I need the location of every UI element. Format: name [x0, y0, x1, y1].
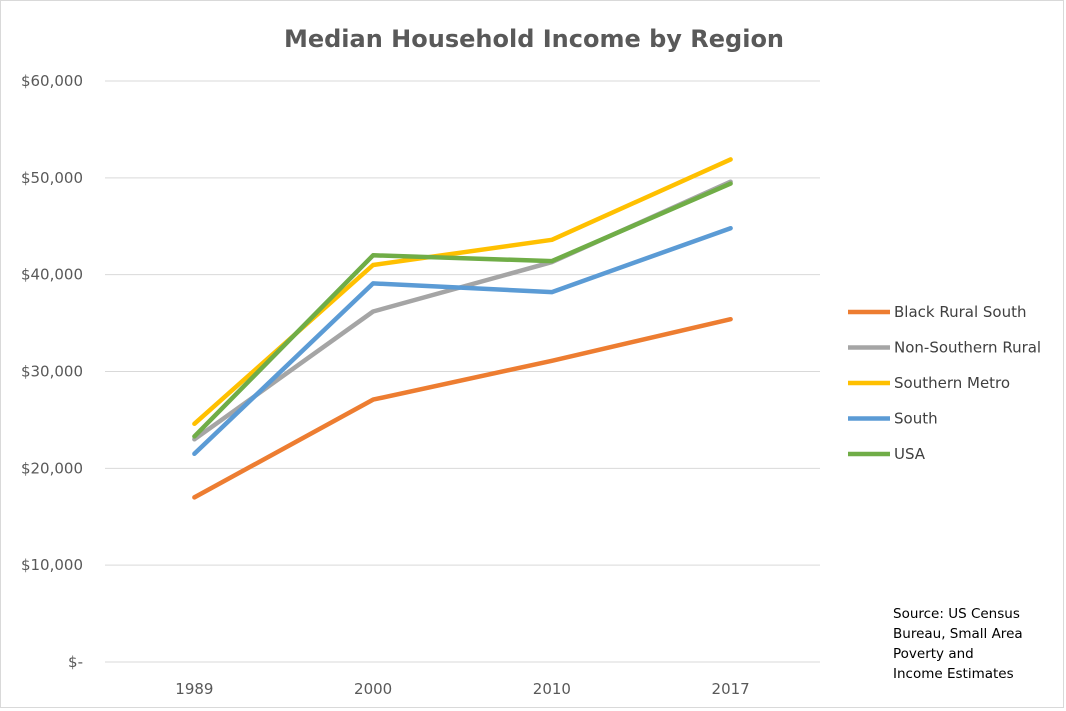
legend-label: South: [894, 410, 938, 428]
source-note-line: Source: US Census: [893, 606, 1020, 622]
y-tick-label: $30,000: [21, 363, 83, 381]
y-tick-label: $40,000: [21, 266, 83, 284]
legend-label: USA: [894, 445, 926, 463]
x-tick-label: 1989: [175, 680, 213, 698]
y-axis: $- $10,000 $20,000 $30,000 $40,000 $50,000 $60…: [21, 72, 83, 671]
series-line-usa: [192, 181, 733, 439]
legend-label: Non-Southern Rural: [894, 339, 1041, 357]
y-tick-label: $10,000: [21, 556, 83, 574]
gridlines: [105, 80, 820, 663]
x-tick-label: 2010: [533, 680, 571, 698]
source-note-line: Income Estimates: [893, 666, 1014, 682]
series-line-black-rural-south: [192, 316, 733, 500]
x-tick-label: 2000: [354, 680, 392, 698]
y-tick-label: $50,000: [21, 169, 83, 187]
y-tick-label: $-: [68, 653, 83, 671]
x-axis: 1989 2000 2010 2017: [175, 680, 749, 698]
chart-title: Median Household Income by Region: [284, 25, 784, 53]
legend-label: Black Rural South: [894, 303, 1027, 321]
source-note-line: Poverty and: [893, 646, 974, 662]
legend-label: Southern Metro: [894, 374, 1010, 392]
series-line-south: [192, 225, 733, 457]
series-lines: [192, 157, 733, 500]
source-note: Source: US Census Bureau, Small Area Pov…: [893, 604, 1058, 684]
y-tick-label: $60,000: [21, 72, 83, 90]
y-tick-label: $20,000: [21, 459, 83, 477]
legend: Black Rural South Non-Southern Rural South…: [848, 303, 1041, 463]
source-note-line: Bureau, Small Area: [893, 626, 1023, 642]
x-tick-label: 2017: [712, 680, 750, 698]
